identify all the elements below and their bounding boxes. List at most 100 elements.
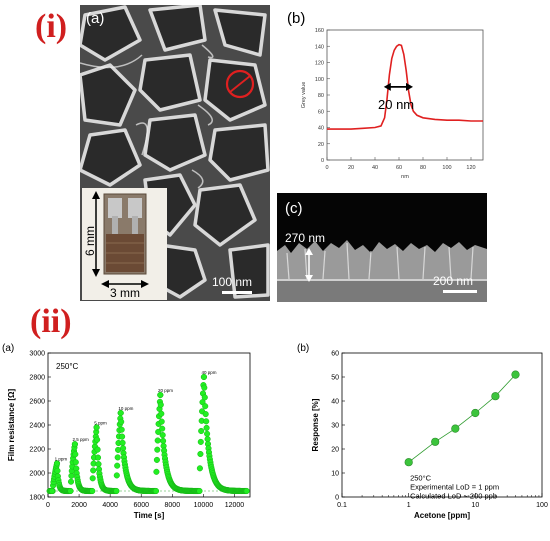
x-tick-label: 0: [46, 502, 50, 509]
response-point: [511, 370, 520, 379]
inset-height-label: 6 mm: [83, 226, 97, 256]
y-tick-label: 40: [331, 399, 339, 406]
resistance-point: [71, 441, 78, 448]
resistance-point: [160, 437, 167, 444]
resistance-point: [158, 410, 165, 417]
scale-bar-200nm-label: 200 nm: [433, 274, 474, 288]
measurement-marker-icon: [225, 69, 255, 99]
resistance-point: [67, 487, 74, 495]
resistance-point: [118, 426, 125, 433]
resistance-point: [152, 487, 160, 495]
part-ii-label: (ii): [30, 303, 72, 340]
x-axis-label: nm: [401, 174, 409, 180]
response-chart: 0.1 1 10 100 0 10 20 30 40 50 60 Acetone [ppm] Respo…: [311, 351, 548, 521]
part-i-label: (i): [35, 8, 68, 45]
sensor-photo: [92, 191, 149, 288]
panel-ii-b-label: (b): [297, 343, 310, 354]
resistance-point: [115, 446, 122, 453]
fwhm-arrow-right-icon: [406, 82, 413, 91]
resistance-point: [201, 394, 208, 401]
fwhm-arrow-left-icon: [383, 82, 391, 91]
y-tick-label: 140: [315, 44, 324, 50]
sem-image-a: 100 nm: [80, 5, 270, 301]
sem-texture: [80, 5, 270, 301]
scale-bar-100nm-label: 100 nm: [212, 275, 253, 289]
y-tick-label: 0: [335, 495, 339, 502]
x-tick-label: 0.1: [337, 502, 347, 509]
y-tick-label: 1800: [29, 495, 45, 502]
panel-ii-a-label: (a): [2, 343, 15, 354]
y-axis-label: Grey value: [301, 82, 307, 109]
x-tick-label: 1: [407, 502, 411, 509]
thickness-label: 270 nm: [285, 231, 326, 245]
y-tick-label: 60: [331, 351, 339, 358]
y-tick-label: 2800: [29, 375, 45, 382]
resistance-point: [118, 418, 125, 425]
y-tick-label: 10: [331, 471, 339, 478]
resistance-point: [204, 430, 211, 437]
y-axis-label: Film resistance [Ω]: [7, 389, 16, 462]
y-tick-label: 20: [318, 142, 324, 148]
x-tick-label: 80: [420, 165, 426, 171]
resistance-point: [200, 373, 207, 381]
resistance-point: [157, 391, 164, 399]
scale-bar-200nm: [443, 290, 477, 293]
thickness-arrow-icon: [305, 248, 313, 282]
resistance-point: [196, 487, 203, 495]
x-tick-label: 0: [325, 165, 328, 171]
y-tick-label: 3000: [29, 351, 45, 358]
x-tick-label: 6000: [133, 502, 149, 509]
x-tick-label: 10: [471, 502, 479, 509]
y-tick-label: 2600: [29, 399, 45, 406]
x-tick-label: 60: [396, 165, 402, 171]
resistance-point: [198, 427, 205, 435]
y-tick-label: 50: [331, 375, 339, 382]
temperature-label: 250°C: [56, 362, 79, 371]
response-note: 250°C: [410, 473, 432, 482]
x-tick-label: 12000: [225, 502, 245, 509]
resistance-point: [89, 475, 96, 482]
resistance-point: [89, 487, 96, 495]
resistance-point: [159, 432, 166, 439]
concentration-label: 2.5 ppm: [73, 437, 90, 442]
y-tick-label: 100: [315, 77, 324, 83]
x-axis-label: Acetone [ppm]: [414, 511, 470, 520]
y-tick-label: 120: [315, 61, 324, 67]
resistance-point: [54, 467, 61, 474]
y-tick-label: 0: [321, 158, 324, 164]
panel-i-b-label: (b): [287, 10, 306, 27]
y-tick-label: 2000: [29, 471, 45, 478]
concentration-label: 40 ppm: [202, 370, 217, 375]
panel-i-a-label: (a): [86, 10, 105, 27]
resistance-point: [197, 450, 204, 458]
resistance-point: [113, 487, 120, 495]
response-point: [431, 437, 440, 446]
y-tick-label: 40: [318, 126, 324, 132]
y-tick-label: 80: [318, 93, 324, 99]
y-tick-label: 160: [315, 28, 324, 34]
y-tick-label: 2400: [29, 423, 45, 430]
resistance-point: [117, 409, 124, 417]
concentration-label: 10 ppm: [118, 406, 133, 411]
y-tick-label: 30: [331, 423, 339, 430]
resistance-point: [114, 462, 121, 469]
y-tick-label: 60: [318, 109, 324, 115]
response-point: [404, 458, 413, 467]
sensor-photo-inset: 6 mm 3 mm: [82, 188, 167, 300]
x-tick-label: 120: [466, 165, 475, 171]
grey-profile-chart: 0 20 40 60 80 100 120 0 20 40 60 80 100 120 140 160 nm Gr…: [301, 28, 484, 180]
resistance-point: [93, 424, 100, 431]
resistance-point: [67, 478, 75, 485]
concentration-label: 1 ppm: [55, 456, 68, 461]
panel-i-c-label: (c): [285, 200, 303, 217]
resistance-point: [154, 437, 161, 444]
y-axis-label: Response [%]: [311, 398, 320, 451]
resistance-point: [72, 451, 79, 458]
resistance-point: [48, 487, 56, 495]
resistance-point: [196, 465, 203, 472]
cross-section-texture: [277, 193, 487, 302]
resistance-point: [153, 468, 160, 475]
scale-bar-100nm: [222, 291, 252, 294]
resistance-point: [159, 425, 166, 432]
cross-section-image: 270 nm 200 nm: [277, 193, 487, 302]
